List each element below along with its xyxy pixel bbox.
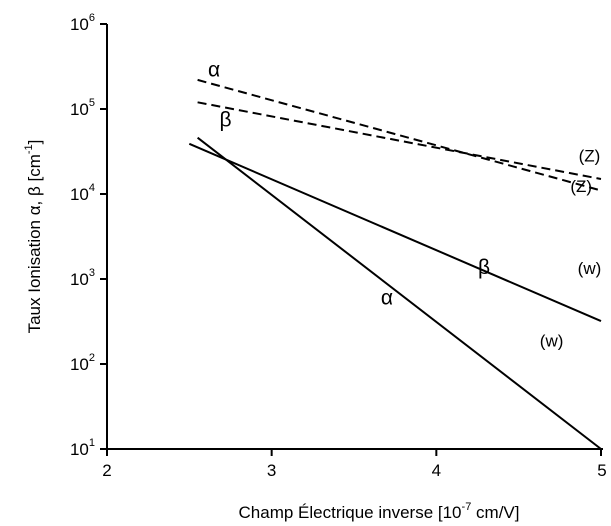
series-annotation: β: [478, 256, 490, 279]
series-line-2: [188, 142, 602, 323]
x-axis-label-unit: cm/V]: [471, 503, 519, 522]
x-tick-label: 5: [597, 461, 606, 480]
series-annotation: β: [220, 109, 232, 132]
series-annotation: (Z): [579, 147, 601, 166]
series-annotation: α: [381, 287, 393, 310]
series-annotation: (w): [578, 259, 602, 278]
y-axis-label-unit: ]: [25, 140, 44, 145]
axes: [106, 24, 603, 450]
y-tick-base: 10: [70, 100, 89, 119]
y-tick-base: 10: [70, 355, 89, 374]
y-tick-label: 101: [70, 437, 95, 459]
y-tick-exponent: 6: [89, 12, 95, 24]
y-tick-base: 10: [70, 185, 89, 204]
y-tick-exponent: 3: [89, 267, 95, 279]
series-annotation: α: [208, 59, 220, 82]
y-tick-label: 103: [70, 267, 95, 289]
series-annotation: (w): [540, 332, 564, 351]
y-tick-base: 10: [70, 440, 89, 459]
y-axis-label-exponent: -1: [23, 144, 35, 154]
series-lines: [188, 78, 602, 450]
y-tick-exponent: 1: [89, 437, 95, 449]
series-annotations: α β (Z) (Z) α β (w) (w): [208, 59, 601, 351]
series-annotation: (Z): [570, 177, 592, 196]
y-tick-label: 105: [70, 97, 95, 119]
y-tick-exponent: 4: [89, 182, 95, 194]
y-tick-label: 104: [70, 182, 95, 204]
y-tick-label: 102: [70, 352, 95, 374]
x-tick-label: 3: [267, 461, 276, 480]
x-tick-label: 2: [102, 461, 111, 480]
y-axis-label-main: Taux Ionisation α, β [cm: [25, 154, 44, 333]
x-axis-label-main: Champ Électrique inverse [10: [239, 503, 462, 522]
y-tick-exponent: 5: [89, 97, 95, 109]
x-axis-label-exponent: -7: [462, 501, 472, 513]
y-tick-exponent: 2: [89, 352, 95, 364]
x-axis-label: Champ Électrique inverse [10-7 cm/V]: [239, 501, 520, 522]
series-line-1: [196, 136, 602, 450]
y-tick-label: 106: [70, 12, 95, 34]
x-ticks: 2 3 4 5: [102, 449, 607, 480]
x-tick-label: 4: [432, 461, 441, 480]
y-tick-base: 10: [70, 15, 89, 34]
y-tick-base: 10: [70, 270, 89, 289]
series-line-4: [197, 101, 602, 180]
y-axis-label: Taux Ionisation α, β [cm-1]: [23, 140, 44, 334]
